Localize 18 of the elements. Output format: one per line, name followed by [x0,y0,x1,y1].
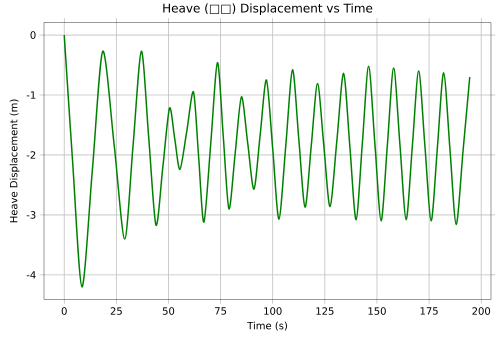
y-tick-label: -4 [26,271,36,278]
x-tick-label: 100 [264,307,282,315]
y-tick-label: 0 [30,31,36,39]
y-axis-title: Heave Displacement (m) [10,99,20,222]
line-series [63,34,470,288]
y-tick-label: -3 [26,210,36,218]
x-tick-label: 175 [420,307,438,314]
x-tick-label: 200 [472,307,490,315]
x-tick-label: 25 [110,307,122,315]
y-tick-label: -1 [26,91,36,98]
x-tick-label: 50 [162,307,174,315]
x-tick-label: 0 [62,307,67,315]
chart-title: Heave (□□) Displacement vs Time [163,3,372,15]
x-tick-label: 125 [316,307,334,315]
x-axis-title: Time (s) [247,321,287,330]
x-tick-label: 75 [215,307,226,314]
x-tick-label: 150 [368,307,386,315]
y-tick-label: -2 [26,151,36,158]
